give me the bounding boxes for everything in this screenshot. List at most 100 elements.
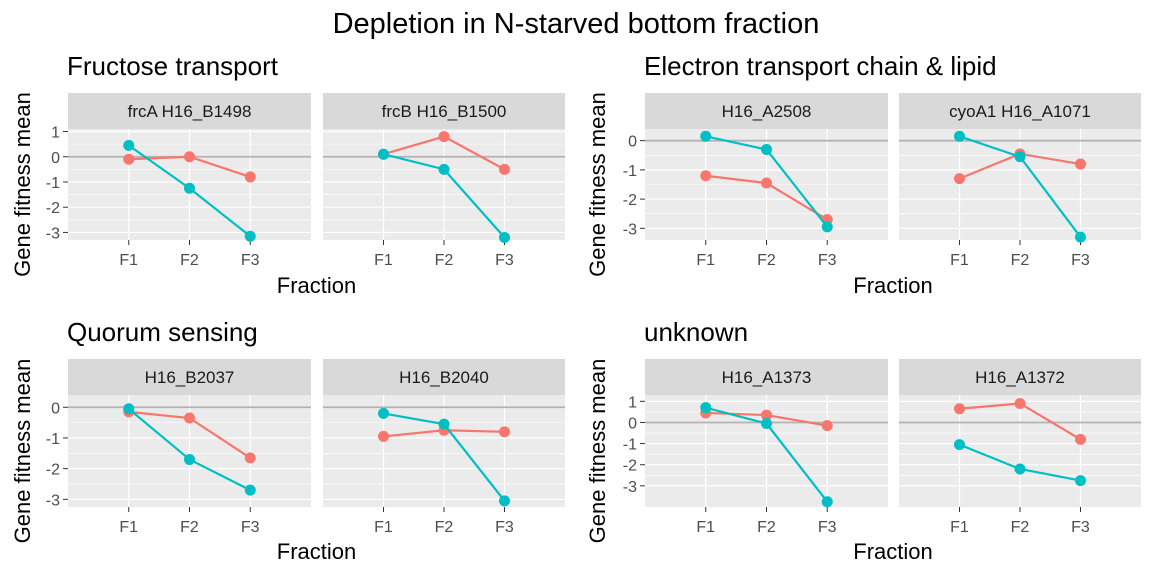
- y-axis-label: Gene fitness mean: [10, 92, 35, 277]
- data-point-1: [378, 430, 389, 442]
- data-point-2: [821, 496, 833, 508]
- data-point-1: [184, 151, 195, 163]
- data-point-2: [761, 143, 772, 155]
- data-point-1: [499, 426, 510, 438]
- data-point-1: [244, 452, 256, 464]
- x-tick-label: F2: [435, 519, 454, 536]
- y-tick-label: -1: [46, 431, 60, 448]
- facet-strip-label: frcA H16_B1498: [128, 102, 252, 121]
- facet-1: frcA H16_B1498 F1 F2 F3: [68, 93, 311, 269]
- y-tick-label: -3: [46, 225, 60, 242]
- facet-strip: [323, 359, 565, 395]
- x-tick-label: F2: [1011, 252, 1030, 269]
- x-tick-label: F1: [950, 519, 969, 536]
- y-tick-label: -2: [46, 200, 60, 217]
- facet-strip-label: H16_A1372: [975, 368, 1065, 387]
- facet-strip: [645, 359, 888, 395]
- x-axis-label: Fraction: [853, 273, 932, 298]
- facet-strip-label: H16_A1373: [722, 368, 812, 387]
- x-tick-label: F1: [119, 252, 138, 269]
- data-point-2: [184, 453, 195, 465]
- data-point-2: [499, 495, 510, 507]
- facet-strip-label: H16_B2040: [399, 368, 489, 387]
- data-point-2: [1014, 151, 1026, 163]
- y-tick-label: 1: [51, 125, 60, 142]
- x-tick-label: F2: [1011, 519, 1030, 536]
- x-tick-label: F2: [757, 252, 776, 269]
- y-tick-label: 0: [628, 134, 637, 151]
- facet-2: H16_B2040 F1 F2 F3: [323, 359, 565, 536]
- facet-1: H16_A1373 F1 F2 F3: [645, 359, 888, 536]
- y-tick-label: -2: [46, 462, 60, 479]
- y-axis-label: Gene fitness mean: [585, 92, 610, 277]
- y-tick-label: 1: [628, 394, 637, 411]
- facet-strip: [899, 359, 1141, 395]
- x-tick-label: F3: [241, 519, 260, 536]
- facet-strip: [68, 359, 311, 395]
- y-tick-label: 0: [51, 150, 60, 167]
- chart-title: Quorum sensing: [67, 317, 258, 347]
- facet-strip-label: cyoA1 H16_A1071: [949, 102, 1091, 121]
- x-tick-label: F3: [818, 252, 837, 269]
- y-axis-label: Gene fitness mean: [10, 359, 35, 544]
- data-point-1: [700, 170, 712, 182]
- data-point-2: [1075, 475, 1086, 487]
- x-tick-label: F2: [180, 252, 199, 269]
- facet-1: H16_B2037 F1 F2 F3: [68, 359, 311, 536]
- data-point-2: [1075, 231, 1086, 243]
- y-tick-label: -1: [623, 437, 637, 454]
- data-point-2: [954, 130, 965, 142]
- facet-1: H16_A2508 F1 F2 F3: [645, 93, 888, 269]
- x-axis-label: Fraction: [277, 539, 356, 564]
- data-point-2: [821, 221, 833, 233]
- x-tick-label: F3: [241, 252, 260, 269]
- data-point-2: [499, 231, 510, 243]
- facet-2: H16_A1372 F1 F2 F3: [899, 359, 1141, 536]
- chart-group-3: Quorum sensing Gene fitness mean 0 -1 -2 -3 Fr…: [10, 317, 565, 564]
- facet-2: cyoA1 H16_A1071 F1 F2 F3: [899, 93, 1141, 269]
- chart-title: Fructose transport: [67, 51, 279, 81]
- data-point-2: [954, 439, 965, 451]
- data-point-2: [761, 418, 772, 430]
- x-tick-label: F2: [757, 519, 776, 536]
- facet-2: frcB H16_B1500 F1 F2 F3: [323, 93, 565, 269]
- data-point-2: [123, 139, 135, 151]
- data-point-1: [184, 412, 195, 424]
- chart-title: Electron transport chain & lipid: [644, 51, 997, 81]
- y-tick-label: 0: [628, 415, 637, 432]
- data-point-2: [438, 163, 450, 175]
- facet-strip-label: H16_B2037: [145, 368, 235, 387]
- data-point-2: [244, 230, 256, 242]
- data-point-1: [123, 153, 135, 165]
- x-axis-label: Fraction: [277, 273, 356, 298]
- y-tick-label: 0: [51, 400, 60, 417]
- data-point-1: [761, 409, 772, 421]
- facet-strip-label: H16_A2508: [722, 102, 812, 121]
- data-point-1: [821, 420, 833, 432]
- y-tick-label: -3: [46, 492, 60, 509]
- facet-strip: [68, 93, 311, 129]
- x-tick-label: F1: [374, 252, 393, 269]
- facet-strip-label: frcB H16_B1500: [382, 102, 507, 121]
- x-axis-label: Fraction: [853, 539, 932, 564]
- y-tick-label: -1: [46, 175, 60, 192]
- data-point-2: [1014, 463, 1026, 475]
- x-tick-label: F1: [696, 519, 715, 536]
- data-point-2: [378, 407, 389, 419]
- chart-group-2: Electron transport chain & lipid Gene fit…: [585, 51, 1141, 298]
- x-tick-label: F3: [495, 519, 514, 536]
- data-point-2: [700, 130, 712, 142]
- data-point-1: [1075, 158, 1086, 170]
- x-tick-label: F1: [119, 519, 138, 536]
- x-tick-label: F2: [180, 519, 199, 536]
- data-point-2: [700, 402, 712, 414]
- chart-group-1: Fructose transport Gene fitness mean 1 0 -1 -…: [10, 51, 565, 298]
- x-tick-label: F3: [1071, 519, 1090, 536]
- data-point-2: [184, 182, 195, 194]
- y-tick-label: -1: [623, 163, 637, 180]
- x-tick-label: F3: [1071, 252, 1090, 269]
- x-tick-label: F2: [435, 252, 454, 269]
- x-tick-label: F3: [818, 519, 837, 536]
- data-point-2: [244, 484, 256, 496]
